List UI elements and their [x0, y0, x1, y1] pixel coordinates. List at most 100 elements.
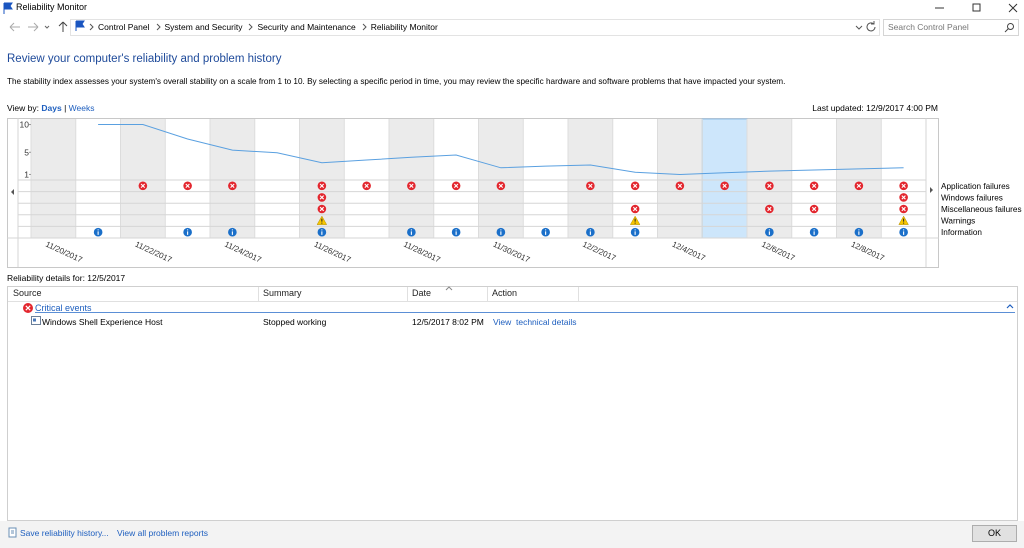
error-event[interactable]	[630, 204, 640, 214]
column-band	[568, 119, 613, 238]
column-header[interactable]: Date	[412, 288, 432, 298]
info-event[interactable]	[93, 227, 103, 237]
event-row-label: Windows failures	[941, 193, 1003, 202]
breadcrumb-chevron	[89, 23, 94, 31]
info-event[interactable]	[407, 227, 416, 237]
error-event[interactable]	[138, 181, 148, 191]
breadcrumb-item[interactable]: System and Security	[164, 22, 243, 32]
error-event[interactable]	[317, 193, 327, 202]
icon-glyph	[364, 183, 369, 188]
icon-glyph	[811, 183, 817, 188]
info-event[interactable]	[899, 227, 908, 237]
error-event[interactable]	[809, 181, 819, 191]
source-cell: Windows Shell Experience Host	[42, 317, 163, 327]
address-box[interactable]	[70, 19, 880, 36]
error-event[interactable]	[317, 204, 327, 214]
group-collapse[interactable]	[1006, 303, 1014, 309]
error-event[interactable]	[630, 181, 640, 191]
icon-glyph	[319, 195, 325, 200]
error-event[interactable]	[451, 181, 461, 191]
error-event[interactable]	[407, 181, 416, 191]
info-event[interactable]	[630, 227, 640, 237]
address-icon	[75, 20, 85, 31]
error-event[interactable]	[183, 181, 192, 191]
info-event[interactable]	[228, 227, 237, 237]
column-band	[657, 119, 703, 238]
error-event[interactable]	[228, 181, 237, 191]
icon-glyph	[185, 183, 190, 188]
breadcrumb-item[interactable]: Security and Maintenance	[257, 22, 356, 32]
icon-glyph	[498, 183, 504, 188]
table-header: Source Summary Date Action	[8, 286, 1017, 302]
info-event[interactable]	[765, 227, 774, 237]
info-event[interactable]	[183, 227, 192, 237]
icon-glyph	[722, 183, 727, 188]
column-separator	[258, 287, 259, 301]
search-box[interactable]: Search Control Panel	[883, 19, 1019, 36]
column-header[interactable]: Action	[492, 288, 518, 298]
event-row-label: Miscellaneous failures	[941, 205, 1022, 214]
icon-glyph	[677, 183, 683, 188]
group-name[interactable]: Critical events	[35, 303, 92, 313]
icon-glyph	[319, 183, 325, 188]
column-separator	[578, 287, 579, 301]
error-event[interactable]	[720, 181, 729, 191]
event-row-label: Warnings	[941, 217, 975, 226]
column-band	[389, 119, 434, 238]
error-event[interactable]	[899, 193, 908, 202]
action-cell[interactable]: View technical details	[493, 317, 577, 327]
info-event[interactable]	[451, 227, 461, 237]
error-event[interactable]	[899, 204, 908, 214]
warning-event[interactable]	[629, 215, 641, 225]
info-event[interactable]	[854, 227, 864, 237]
nav-buttons[interactable]	[4, 18, 70, 36]
address-actions[interactable]	[852, 19, 880, 35]
error-event[interactable]	[765, 181, 774, 191]
ok-button[interactable]: OK	[972, 525, 1017, 542]
scroll-left	[11, 189, 14, 195]
error-event[interactable]	[586, 181, 595, 191]
save-history-link[interactable]: Save reliability history...	[20, 528, 109, 538]
error-event[interactable]	[854, 181, 864, 191]
problem-reports-link[interactable]: View all problem reports	[117, 528, 209, 538]
y-tick-label: 5	[24, 147, 29, 157]
stability-line	[98, 124, 904, 176]
icon-glyph	[409, 183, 414, 188]
icon-glyph	[901, 183, 906, 188]
icon-glyph	[319, 206, 325, 212]
selected-day	[701, 118, 748, 239]
info-event[interactable]	[586, 227, 595, 237]
warning-event[interactable]	[316, 215, 328, 225]
breadcrumb-item[interactable]: Control Panel	[98, 22, 150, 32]
error-event[interactable]	[809, 204, 819, 214]
search-icon	[1004, 23, 1014, 33]
window-controls[interactable]	[928, 0, 1024, 16]
column-header[interactable]: Summary	[263, 288, 302, 298]
icon-glyph	[856, 183, 862, 188]
window-title: Reliability Monitor	[16, 2, 88, 12]
error-event[interactable]	[765, 204, 774, 214]
info-event[interactable]	[496, 227, 506, 237]
column-separator	[407, 287, 408, 301]
info-event[interactable]	[317, 227, 327, 237]
warning-event[interactable]	[898, 215, 909, 225]
error-event[interactable]	[675, 181, 685, 191]
icon-glyph	[767, 206, 772, 212]
error-event[interactable]	[899, 181, 908, 191]
sort-indicator	[445, 286, 453, 291]
icon-glyph	[767, 183, 772, 188]
info-event[interactable]	[809, 227, 819, 237]
y-tick-label: 10	[20, 120, 30, 130]
column-band	[120, 119, 166, 238]
column-header[interactable]: Source	[13, 288, 42, 298]
breadcrumb-item[interactable]: Reliability Monitor	[370, 22, 438, 32]
info-event[interactable]	[541, 227, 550, 237]
error-event[interactable]	[317, 181, 327, 191]
search-placeholder: Search Control Panel	[888, 22, 969, 32]
view-days[interactable]: Days	[41, 103, 62, 113]
error-event[interactable]	[496, 181, 506, 191]
save-icon	[8, 527, 17, 538]
view-weeks[interactable]: Weeks	[68, 103, 95, 113]
error-event[interactable]	[362, 181, 371, 191]
icon-glyph	[811, 206, 817, 212]
